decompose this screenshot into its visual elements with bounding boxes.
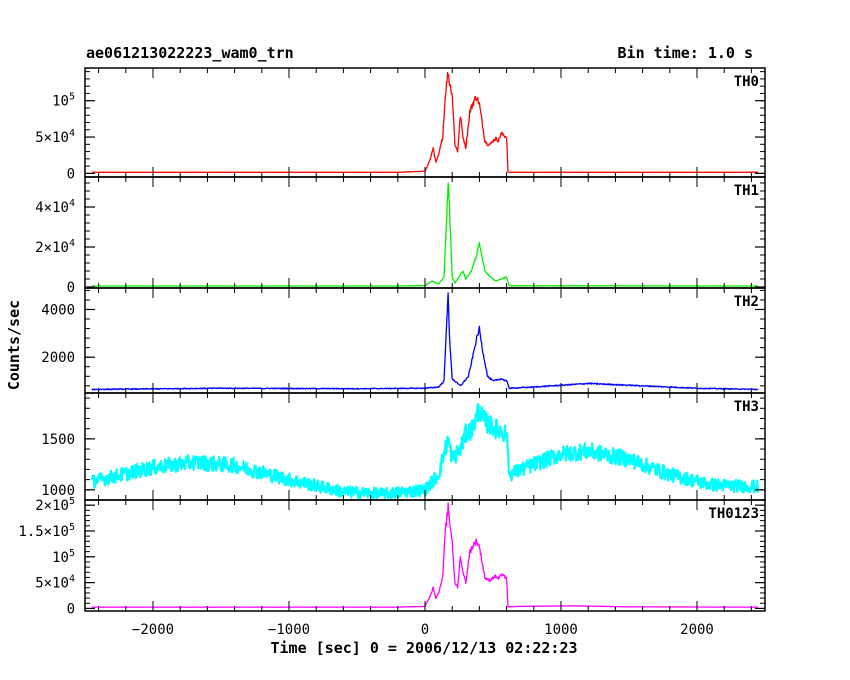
series-line-th0123 [91,502,759,608]
panel-frame [84,287,766,394]
y-axis-label: Counts/sec [5,299,23,391]
x-tick-label: 2000 [680,622,714,638]
series-line-th3 [90,403,760,501]
x-axis: −2000 −1000 0 1000 2000 [132,622,714,638]
panel-th1: 0 2×104 4×104 TH1 [35,176,766,296]
y-tick-label: 5×104 [35,128,75,146]
y-tick-label: 4×104 [35,198,75,216]
panel-th0123: 0 5×104 105 1.5×105 2×105 TH0123 [18,496,766,617]
panel-frame [84,67,766,178]
y-tick-label: 2×105 [35,496,75,514]
y-tick-label: 1.5×105 [18,522,75,540]
bin-time-label: Bin time: 1.0 s [617,44,753,62]
x-axis-label: Time [sec] 0 = 2006/12/13 02:22:23 [270,639,578,657]
panel-th3: 1000 1500 TH3 [41,392,766,501]
y-tick-label: 0 [67,601,75,617]
y-tick-label: 0 [67,280,75,296]
panels-layer: 0 5×104 105 TH0 0 2×104 4×104 TH1 2000 4000 TH2 100… [18,67,766,617]
panel-label-th1: TH1 [734,183,759,199]
y-tick-label: 1000 [41,483,75,499]
x-tick-label: −1000 [268,622,310,638]
y-tick-label: 4000 [41,302,75,318]
y-tick-label: 5×104 [35,574,75,592]
y-tick-label: 105 [52,548,75,566]
panel-label-th2: TH2 [734,294,759,310]
x-tick-label: 0 [421,622,429,638]
panel-th2: 2000 4000 TH2 [41,287,766,394]
y-tick-label: 1500 [41,432,75,448]
panel-frame [84,176,766,289]
x-tick-label: −2000 [132,622,174,638]
chart-title: ae061213022223_wam0_trn [86,44,294,62]
series-line-th0 [91,71,759,173]
y-tick-label: 105 [52,92,75,110]
panel-th0: 0 5×104 105 TH0 [35,67,766,182]
panel-label-th3: TH3 [734,399,759,415]
y-tick-label: 0 [67,166,75,182]
y-tick-label: 2×104 [35,238,75,256]
panel-label-th0123: TH0123 [708,506,759,522]
panel-label-th0: TH0 [734,74,759,90]
series-line-th2 [91,292,759,391]
y-tick-label: 2000 [41,350,75,366]
panel-frame [84,499,766,612]
x-tick-label: 1000 [544,622,578,638]
series-line-th1 [91,182,759,287]
